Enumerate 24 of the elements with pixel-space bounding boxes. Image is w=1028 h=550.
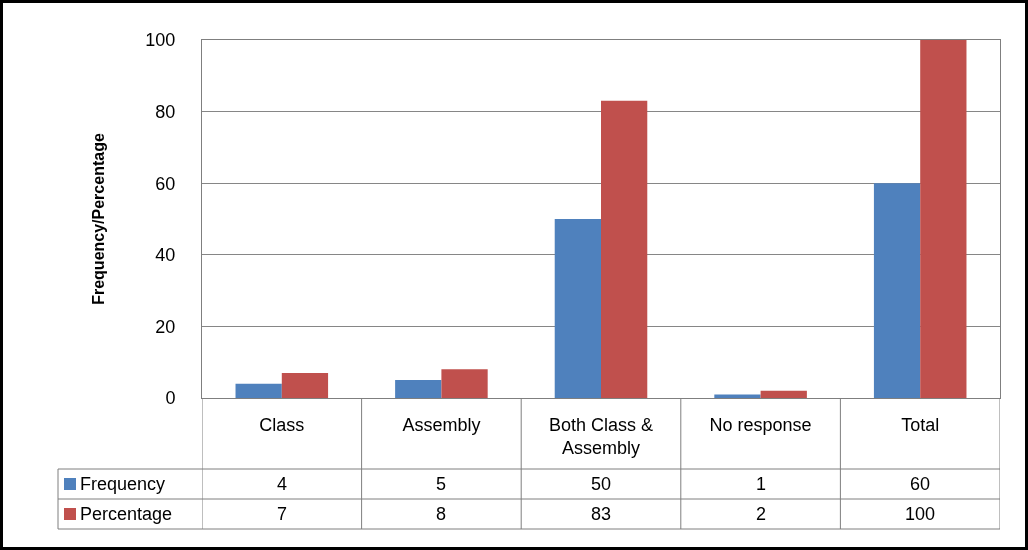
x-tick-label: No response	[709, 414, 812, 435]
data-label: 7	[277, 504, 288, 524]
y-tick-label: 20	[155, 316, 176, 337]
data-label: 50	[591, 474, 612, 494]
legend-label: Percentage	[80, 504, 173, 524]
y-axis-title: Frequency/Percentage	[90, 133, 108, 305]
y-tick-label: 40	[155, 245, 176, 266]
y-tick-label: 100	[145, 30, 176, 51]
data-label: 100	[905, 504, 936, 524]
x-tick-label: Class	[259, 414, 305, 435]
data-label: 83	[591, 504, 612, 524]
data-label: 5	[436, 474, 447, 494]
data-label: 2	[756, 504, 767, 524]
x-tick-label: Assembly	[402, 414, 481, 435]
x-tick-label: Both Class & Assembly	[548, 414, 654, 458]
legend-label: Frequency	[80, 474, 166, 494]
data-label: 60	[910, 474, 931, 494]
data-label: 1	[756, 474, 767, 494]
data-label: 4	[277, 474, 288, 494]
data-label: 8	[436, 504, 447, 524]
y-tick-label: 80	[155, 101, 176, 122]
y-tick-label: 0	[165, 388, 176, 409]
x-tick-label: Total	[901, 414, 940, 435]
y-tick-label: 60	[155, 173, 176, 194]
